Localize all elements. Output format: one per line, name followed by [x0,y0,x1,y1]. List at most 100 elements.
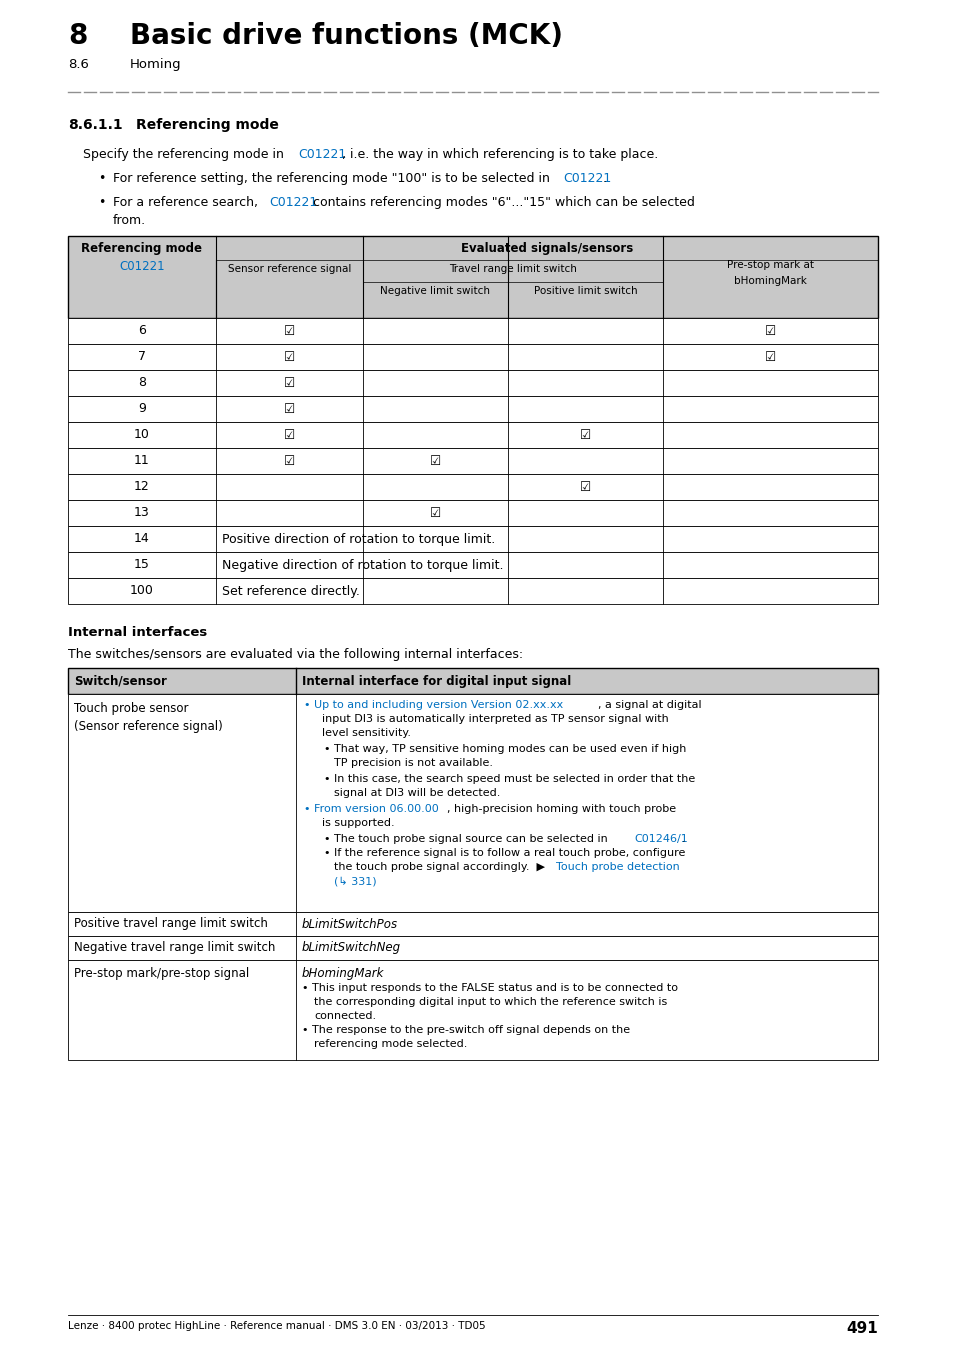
Text: Up to and including version Version 02.xx.xx: Up to and including version Version 02.x… [314,701,562,710]
Bar [68,236,877,319]
Bar [68,578,877,603]
Text: Set reference directly.: Set reference directly. [222,585,359,598]
Text: Switch/sensor: Switch/sensor [74,675,167,687]
Text: 11: 11 [134,455,150,467]
Text: • In this case, the search speed must be selected in order that the: • In this case, the search speed must be… [324,774,695,784]
Text: 6: 6 [138,324,146,338]
Text: 7: 7 [138,351,146,363]
Text: Positive limit switch: Positive limit switch [533,286,637,296]
Text: ☑: ☑ [284,428,294,441]
Text: •: • [98,196,105,209]
Text: •: • [304,701,314,710]
Text: 8: 8 [138,377,146,390]
Text: connected.: connected. [314,1011,375,1021]
Text: bHomingMark: bHomingMark [302,967,384,980]
Text: , a signal at digital: , a signal at digital [598,701,700,710]
Bar [68,319,877,344]
Text: referencing mode selected.: referencing mode selected. [314,1040,467,1049]
Bar [68,370,877,396]
Text: 10: 10 [134,428,150,441]
Text: input DI3 is automatically interpreted as TP sensor signal with: input DI3 is automatically interpreted a… [322,714,668,724]
Text: The switches/sensors are evaluated via the following internal interfaces:: The switches/sensors are evaluated via t… [68,648,522,662]
Text: TP precision is not available.: TP precision is not available. [334,757,493,768]
Bar [68,526,877,552]
Text: Pre-stop mark at: Pre-stop mark at [726,261,813,270]
Text: ☑: ☑ [764,324,776,338]
Text: signal at DI3 will be detected.: signal at DI3 will be detected. [334,788,500,798]
Text: ☑: ☑ [764,351,776,363]
Text: From version 06.00.00: From version 06.00.00 [314,805,438,814]
Text: Internal interfaces: Internal interfaces [68,626,207,639]
Text: 13: 13 [134,506,150,520]
Text: the touch probe signal accordingly.  ▶: the touch probe signal accordingly. ▶ [334,863,548,872]
Text: 8: 8 [68,22,88,50]
Text: Negative limit switch: Negative limit switch [380,286,490,296]
Text: bLimitSwitchNeg: bLimitSwitchNeg [302,941,400,954]
Text: bLimitSwitchPos: bLimitSwitchPos [302,918,397,930]
Text: For reference setting, the referencing mode "100" is to be selected in: For reference setting, the referencing m… [112,171,554,185]
Bar [68,913,877,936]
Text: 12: 12 [134,481,150,494]
Text: Negative direction of rotation to torque limit.: Negative direction of rotation to torque… [222,559,503,571]
Text: 491: 491 [845,1322,877,1336]
Text: ☑: ☑ [284,324,294,338]
Text: • The touch probe signal source can be selected in: • The touch probe signal source can be s… [324,834,611,844]
Text: Homing: Homing [130,58,181,72]
Text: 8.6: 8.6 [68,58,89,72]
Text: is supported.: is supported. [322,818,395,828]
Text: Negative travel range limit switch: Negative travel range limit switch [74,941,275,954]
Bar [68,423,877,448]
Text: Positive travel range limit switch: Positive travel range limit switch [74,918,268,930]
Text: 15: 15 [134,559,150,571]
Text: C01221: C01221 [119,261,165,273]
Text: 100: 100 [130,585,153,598]
Text: Specify the referencing mode in: Specify the referencing mode in [83,148,288,161]
Text: •: • [98,171,105,185]
Text: Lenze · 8400 protec HighLine · Reference manual · DMS 3.0 EN · 03/2013 · TD05: Lenze · 8400 protec HighLine · Reference… [68,1322,485,1331]
Text: 9: 9 [138,402,146,416]
Bar [68,500,877,526]
Text: C01221: C01221 [269,196,317,209]
Text: , i.e. the way in which referencing is to take place.: , i.e. the way in which referencing is t… [337,148,658,161]
Text: (Sensor reference signal): (Sensor reference signal) [74,720,222,733]
Text: 8.6.1.1: 8.6.1.1 [68,117,123,132]
Text: C01246/1: C01246/1 [634,834,687,844]
Bar [68,960,877,1060]
Bar [68,474,877,500]
Text: the corresponding digital input to which the reference switch is: the corresponding digital input to which… [314,998,666,1007]
Text: Touch probe detection: Touch probe detection [556,863,679,872]
Text: • The response to the pre-switch off signal depends on the: • The response to the pre-switch off sig… [302,1025,630,1035]
Text: Travel range limit switch: Travel range limit switch [449,265,577,274]
Text: ☑: ☑ [284,377,294,390]
Bar [68,344,877,370]
Text: ☑: ☑ [579,428,591,441]
Text: Positive direction of rotation to torque limit.: Positive direction of rotation to torque… [222,532,495,545]
Text: ☑: ☑ [284,455,294,467]
Text: Touch probe sensor: Touch probe sensor [74,702,189,716]
Text: .: . [602,171,606,185]
Text: Internal interface for digital input signal: Internal interface for digital input sig… [302,675,571,687]
Text: ☑: ☑ [284,402,294,416]
Text: ☑: ☑ [430,455,440,467]
Text: C01221: C01221 [297,148,346,161]
Text: contains referencing modes "6"..."15" which can be selected: contains referencing modes "6"..."15" wh… [309,196,694,209]
Bar [68,396,877,423]
Text: •: • [304,805,314,814]
Bar [68,552,877,578]
Text: ☑: ☑ [430,506,440,520]
Text: (↳ 331): (↳ 331) [334,876,376,886]
Text: Basic drive functions (MCK): Basic drive functions (MCK) [130,22,562,50]
Text: Pre-stop mark/pre-stop signal: Pre-stop mark/pre-stop signal [74,967,249,980]
Text: Referencing mode: Referencing mode [81,242,202,255]
Bar [68,694,877,913]
Text: Sensor reference signal: Sensor reference signal [228,265,351,274]
Text: 14: 14 [134,532,150,545]
Text: ☑: ☑ [284,351,294,363]
Text: Referencing mode: Referencing mode [136,117,278,132]
Text: C01221: C01221 [562,171,611,185]
Text: For a reference search,: For a reference search, [112,196,262,209]
Text: ☑: ☑ [579,481,591,494]
Text: from.: from. [112,215,146,227]
Bar [68,448,877,474]
Text: .: . [681,834,685,844]
